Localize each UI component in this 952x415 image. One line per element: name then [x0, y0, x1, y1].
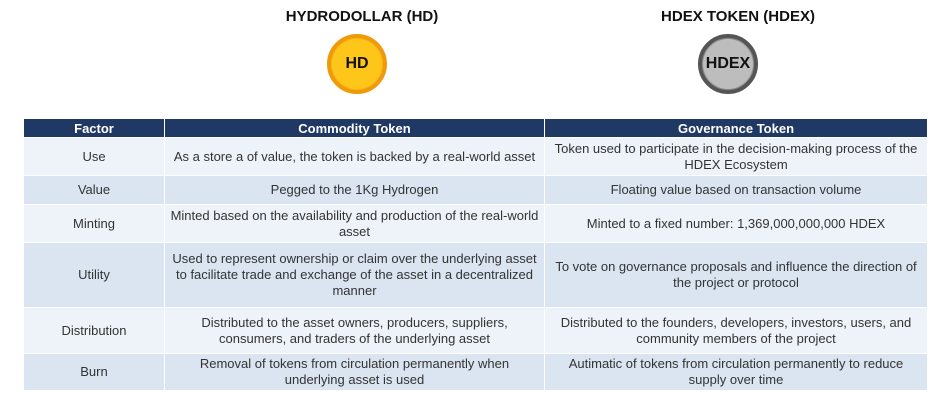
table-row: Utility Used to represent ownership or c… [23, 242, 928, 308]
table-header-row: Factor Commodity Token Governance Token [23, 118, 928, 138]
hdex-coin-label: HDEX [705, 55, 751, 72]
table-row: Minting Minted based on the availability… [23, 204, 928, 243]
factor-cell: Value [23, 175, 165, 205]
commodity-cell: Used to represent ownership or claim ove… [164, 242, 545, 308]
factor-cell: Utility [23, 242, 165, 308]
governance-cell: Minted to a fixed number: 1,369,000,000,… [544, 204, 928, 243]
table-row: Use As a store a of value, the token is … [23, 137, 928, 176]
hdex-token-title: HDEX TOKEN (HDEX) [661, 8, 815, 25]
factor-cell: Distribution [23, 307, 165, 354]
header-commodity-token: Commodity Token [164, 118, 545, 138]
header-factor: Factor [23, 118, 165, 138]
hd-coin-icon: HD [327, 34, 387, 94]
factor-cell: Use [23, 137, 165, 176]
hd-coin-label: HD [345, 55, 369, 72]
table-row: Value Pegged to the 1Kg Hydrogen Floatin… [23, 175, 928, 205]
header-governance-token: Governance Token [544, 118, 928, 138]
commodity-cell: Removal of tokens from circulation perma… [164, 353, 545, 391]
commodity-cell: As a store a of value, the token is back… [164, 137, 545, 176]
governance-cell: Floating value based on transaction volu… [544, 175, 928, 205]
governance-cell: Distributed to the founders, developers,… [544, 307, 928, 354]
governance-cell: To vote on governance proposals and infl… [544, 242, 928, 308]
governance-cell: Autimatic of tokens from circulation per… [544, 353, 928, 391]
factor-cell: Burn [23, 353, 165, 391]
table-row: Distribution Distributed to the asset ow… [23, 307, 928, 354]
governance-cell: Token used to participate in the decisio… [544, 137, 928, 176]
commodity-cell: Minted based on the availability and pro… [164, 204, 545, 243]
hd-token-title: HYDRODOLLAR (HD) [285, 8, 439, 25]
table-row: Burn Removal of tokens from circulation … [23, 353, 928, 391]
commodity-cell: Pegged to the 1Kg Hydrogen [164, 175, 545, 205]
factor-cell: Minting [23, 204, 165, 243]
commodity-cell: Distributed to the asset owners, produce… [164, 307, 545, 354]
hdex-coin-icon: HDEX [698, 34, 758, 94]
token-comparison-table: Factor Commodity Token Governance Token … [23, 118, 928, 391]
